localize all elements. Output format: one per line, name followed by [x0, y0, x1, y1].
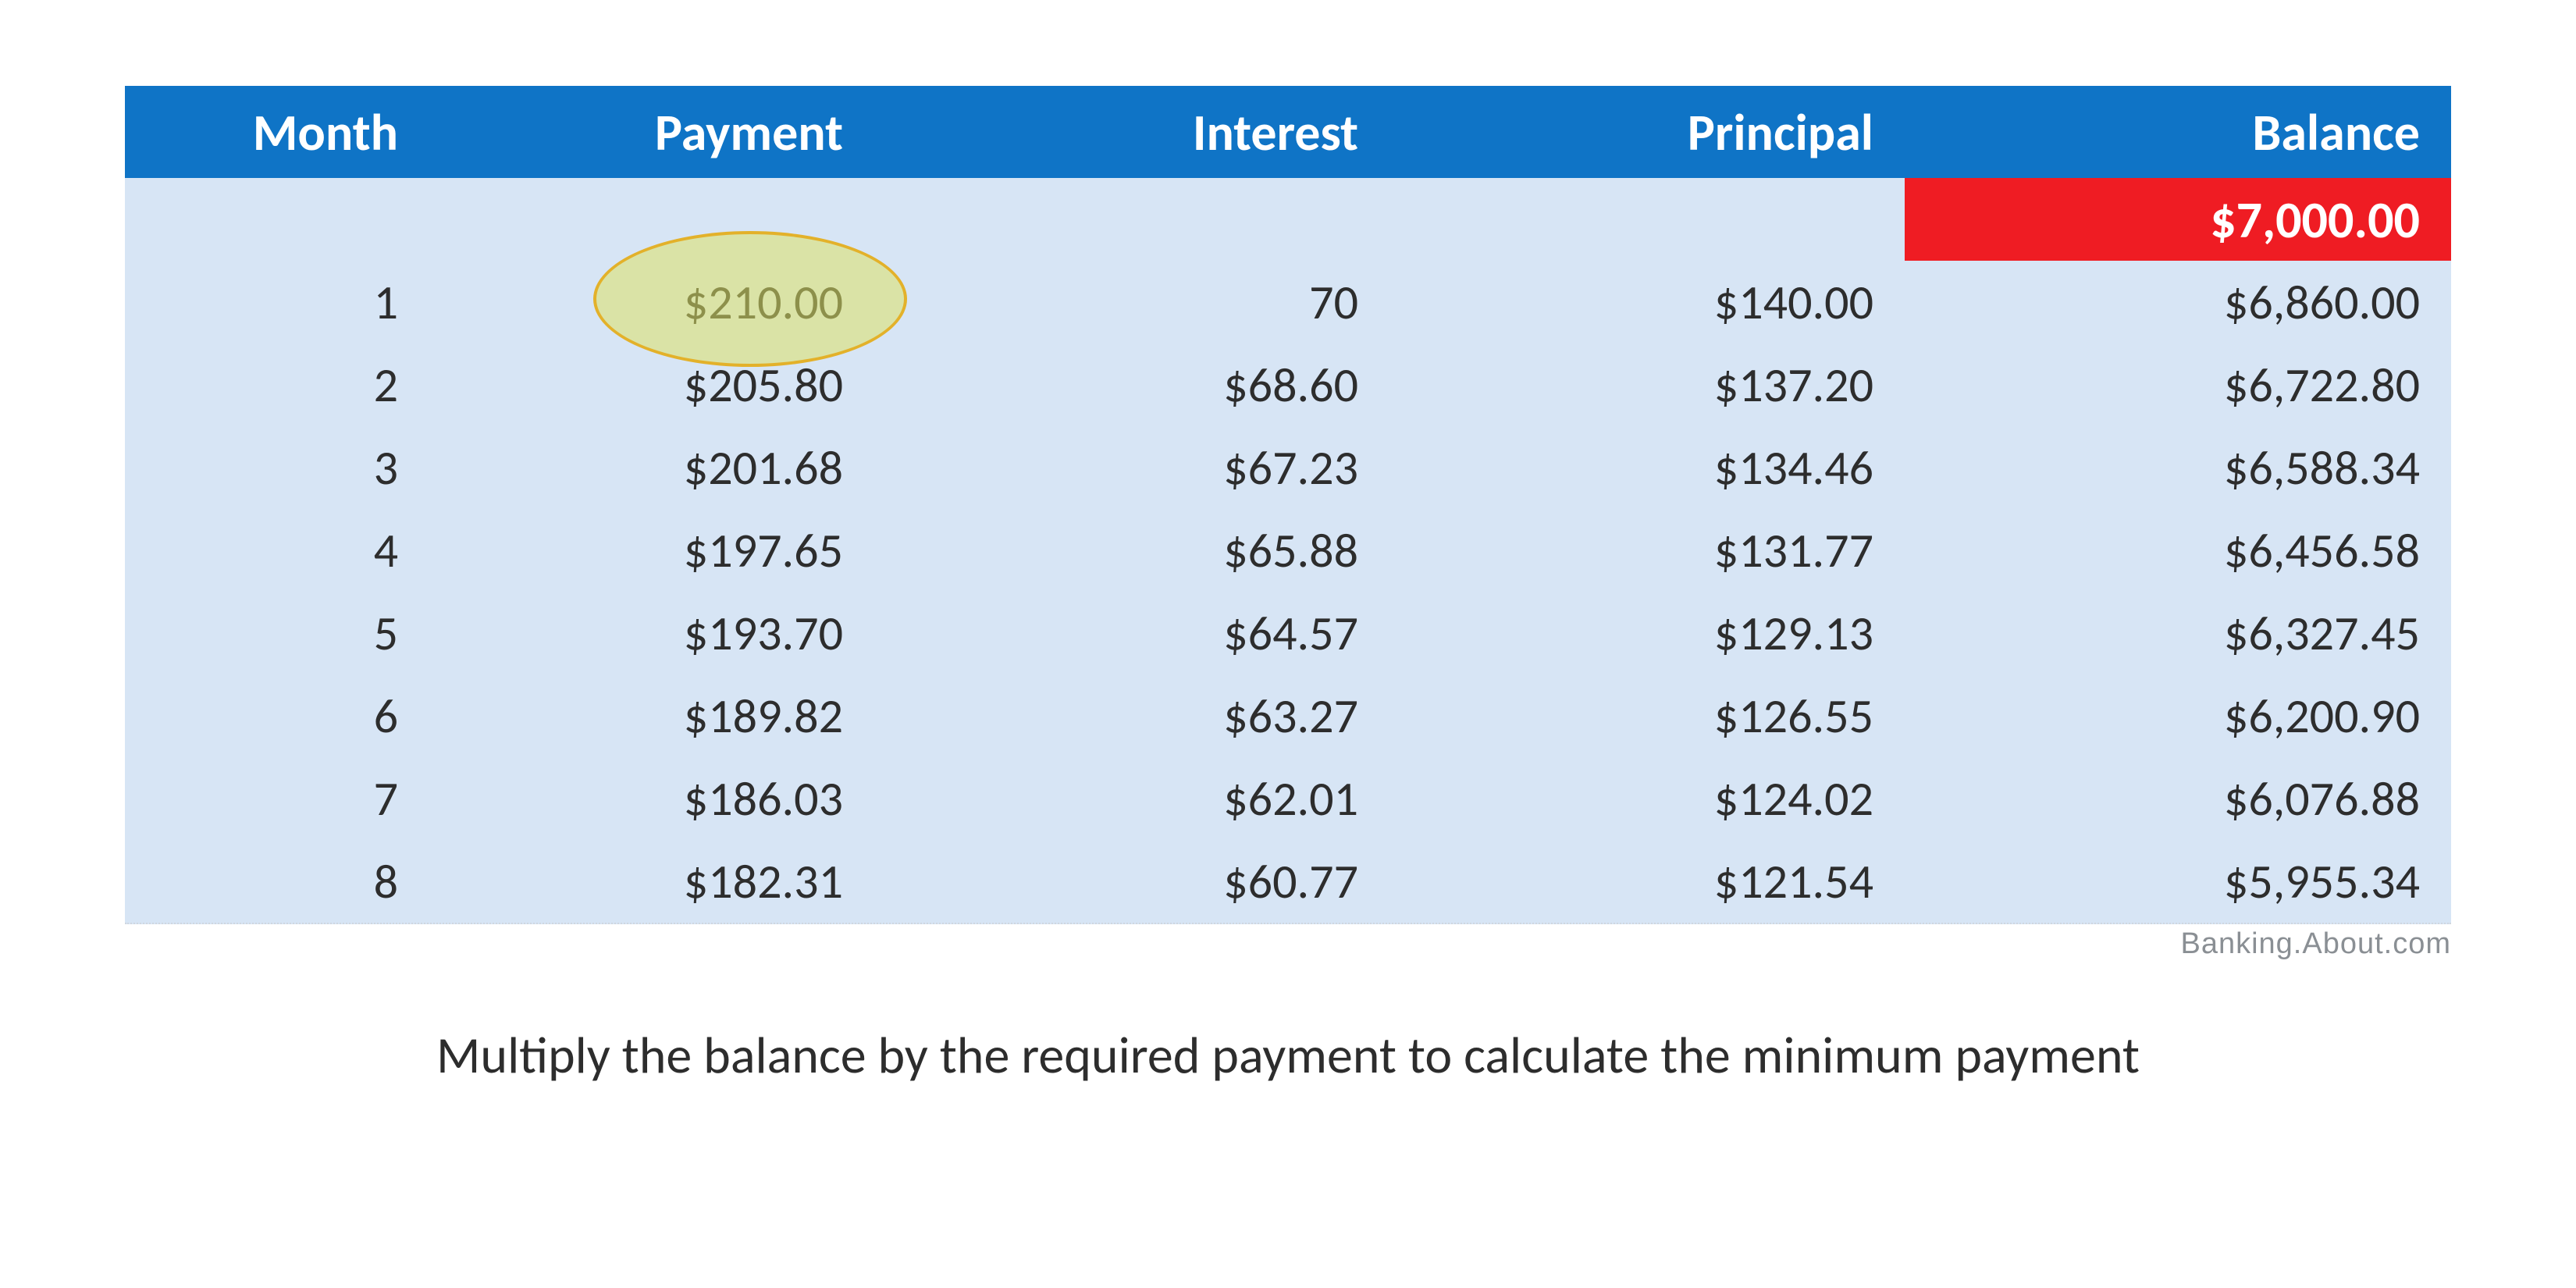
cell-month: 3: [125, 438, 429, 497]
cell-interest: $65.88: [874, 521, 1389, 580]
cell-balance: $6,456.58: [1905, 521, 2451, 580]
cell-balance: $5,955.34: [1905, 852, 2451, 911]
cell-payment: $205.80: [429, 355, 874, 415]
cell-interest: $62.01: [874, 769, 1389, 828]
cell-interest: $64.57: [874, 603, 1389, 663]
cell-interest: 70: [874, 272, 1389, 332]
cell-principal: $131.77: [1389, 521, 1905, 580]
cell-balance: $6,327.45: [1905, 603, 2451, 663]
table-body: $7,000.00 1$210.0070$140.00$6,860.002$20…: [125, 178, 2451, 924]
table-header-row: Month Payment Interest Principal Balance: [125, 86, 2451, 178]
cell-empty: [874, 178, 1389, 261]
cell-empty: [1389, 178, 1905, 261]
cell-balance: $6,860.00: [1905, 272, 2451, 332]
table-row: 4$197.65$65.88$131.77$6,456.58: [125, 509, 2451, 592]
image-credit: Banking.About.com: [125, 927, 2482, 961]
cell-month: 8: [125, 852, 429, 911]
table-row: 6$189.82$63.27$126.55$6,200.90: [125, 674, 2451, 757]
table-row: 2$205.80$68.60$137.20$6,722.80: [125, 343, 2451, 426]
cell-balance: $6,076.88: [1905, 769, 2451, 828]
cell-principal: $134.46: [1389, 438, 1905, 497]
table-row: 7$186.03$62.01$124.02$6,076.88: [125, 757, 2451, 840]
cell-month: 6: [125, 686, 429, 745]
cell-balance: $6,588.34: [1905, 438, 2451, 497]
cell-interest: $67.23: [874, 438, 1389, 497]
cell-payment: $189.82: [429, 686, 874, 745]
table-row: 1$210.0070$140.00$6,860.00: [125, 261, 2451, 343]
cell-payment: $186.03: [429, 769, 874, 828]
cell-principal: $121.54: [1389, 852, 1905, 911]
cell-empty: [125, 178, 429, 261]
col-header-balance: Balance: [1905, 101, 2451, 164]
cell-payment: $201.68: [429, 438, 874, 497]
col-header-principal: Principal: [1389, 101, 1905, 164]
table-row: 8$182.31$60.77$121.54$5,955.34: [125, 840, 2451, 923]
table-row: 3$201.68$67.23$134.46$6,588.34: [125, 426, 2451, 509]
cell-payment: $193.70: [429, 603, 874, 663]
cell-principal: $126.55: [1389, 686, 1905, 745]
cell-principal: $129.13: [1389, 603, 1905, 663]
cell-principal: $140.00: [1389, 272, 1905, 332]
col-header-payment: Payment: [429, 101, 874, 164]
amortization-table: Month Payment Interest Principal Balance…: [125, 86, 2451, 924]
cell-balance: $6,200.90: [1905, 686, 2451, 745]
cell-interest: $68.60: [874, 355, 1389, 415]
caption-text: Multiply the balance by the required pay…: [125, 1023, 2451, 1087]
col-header-interest: Interest: [874, 101, 1389, 164]
cell-month: 7: [125, 769, 429, 828]
cell-empty: [429, 178, 874, 261]
cell-payment: $210.00: [429, 272, 874, 332]
cell-principal: $124.02: [1389, 769, 1905, 828]
cell-interest: $60.77: [874, 852, 1389, 911]
cell-month: 5: [125, 603, 429, 663]
cell-payment: $197.65: [429, 521, 874, 580]
cell-month: 4: [125, 521, 429, 580]
starting-balance-row: $7,000.00: [125, 178, 2451, 261]
starting-balance-cell: $7,000.00: [1905, 178, 2451, 261]
cell-balance: $6,722.80: [1905, 355, 2451, 415]
cell-interest: $63.27: [874, 686, 1389, 745]
cell-principal: $137.20: [1389, 355, 1905, 415]
cell-payment: $182.31: [429, 852, 874, 911]
col-header-month: Month: [125, 101, 429, 164]
table-row: 5$193.70$64.57$129.13$6,327.45: [125, 592, 2451, 674]
cell-month: 1: [125, 272, 429, 332]
cell-month: 2: [125, 355, 429, 415]
